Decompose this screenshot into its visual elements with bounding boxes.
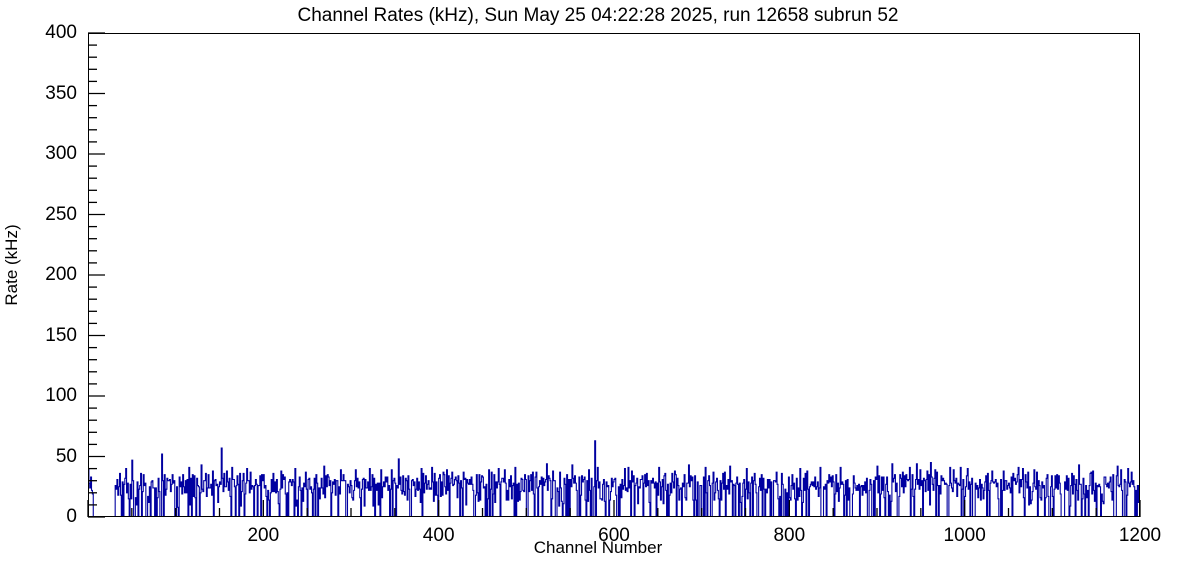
y-tick-label: 200 bbox=[45, 264, 77, 285]
plot-area[interactable] bbox=[88, 33, 1140, 517]
histogram-outline bbox=[88, 441, 1140, 517]
x-tick-label: 1200 bbox=[1118, 525, 1162, 546]
y-tick-label: 150 bbox=[45, 324, 77, 346]
x-tick-label: 1000 bbox=[943, 525, 986, 546]
y-axis-title: Rate (kHz) bbox=[2, 224, 21, 306]
y-tick-label: 100 bbox=[45, 385, 77, 406]
y-tick-label: 0 bbox=[66, 506, 77, 527]
histogram-series bbox=[88, 33, 1140, 517]
y-tick-label: 400 bbox=[45, 22, 77, 43]
y-tick-label: 300 bbox=[45, 143, 77, 164]
x-tick-label: 800 bbox=[773, 525, 806, 546]
x-tick-label: 400 bbox=[422, 525, 455, 546]
x-axis-title: Channel Number bbox=[533, 538, 663, 557]
y-tick-label: 50 bbox=[55, 445, 77, 467]
y-tick-label: 250 bbox=[45, 203, 77, 225]
x-tick-label: 200 bbox=[247, 525, 280, 546]
x-tick-label: 600 bbox=[598, 525, 630, 546]
y-tick-label: 350 bbox=[45, 82, 77, 104]
page-title: Channel Rates (kHz), Sun May 25 04:22:28… bbox=[297, 5, 899, 26]
